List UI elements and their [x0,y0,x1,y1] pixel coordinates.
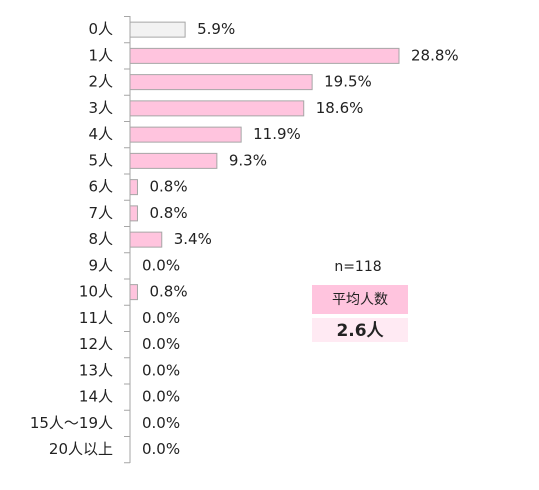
y-tick-label: 15人～19人 [30,414,113,432]
y-tick-label: 11人 [79,309,113,327]
value-label: 0.0% [142,414,180,432]
y-tick-label: 1人 [88,46,113,64]
value-label: 0.0% [142,256,180,274]
value-label: 0.0% [142,309,180,327]
bar [129,21,186,38]
average-value: 2.6人 [336,321,384,341]
bar [129,152,218,169]
y-tick-label: 5人 [88,151,113,169]
y-tick-label: 12人 [79,335,113,353]
bar [129,205,138,222]
value-label: 28.8% [411,46,459,64]
value-label: 9.3% [229,151,267,169]
bar [129,179,138,196]
value-label: 0.8% [149,204,187,222]
value-label: 18.6% [316,99,364,117]
value-label: 0.0% [142,388,180,406]
y-tick-label: 0人 [88,20,113,38]
bar [129,284,138,301]
sample-size: n=118 [334,259,381,275]
value-label: 0.0% [142,361,180,379]
value-label: 3.4% [174,230,212,248]
y-tick-label: 8人 [88,230,113,248]
average-header: 平均人数 [332,292,388,308]
average-value-box [312,318,408,342]
y-tick-label: 7人 [88,204,113,222]
y-tick-label: 3人 [88,99,113,117]
value-label: 0.0% [142,440,180,458]
value-label: 11.9% [253,125,301,143]
bar [129,100,305,117]
value-label: 0.8% [149,283,187,301]
value-label: 0.8% [149,178,187,196]
value-label: 5.9% [197,20,235,38]
y-tick-label: 13人 [79,361,113,379]
y-tick-label: 14人 [79,388,113,406]
value-label: 19.5% [324,73,372,91]
value-label: 0.0% [142,335,180,353]
bar [129,47,400,64]
y-tick-label: 10人 [79,283,113,301]
bar [129,231,163,248]
average-header-box [312,285,408,314]
y-tick-label: 20人以上 [49,440,113,458]
bar [129,74,313,91]
bar [129,126,242,143]
y-tick-label: 4人 [88,125,113,143]
y-tick-label: 2人 [88,73,113,91]
y-tick-label: 6人 [88,178,113,196]
y-tick-label: 9人 [88,256,113,274]
